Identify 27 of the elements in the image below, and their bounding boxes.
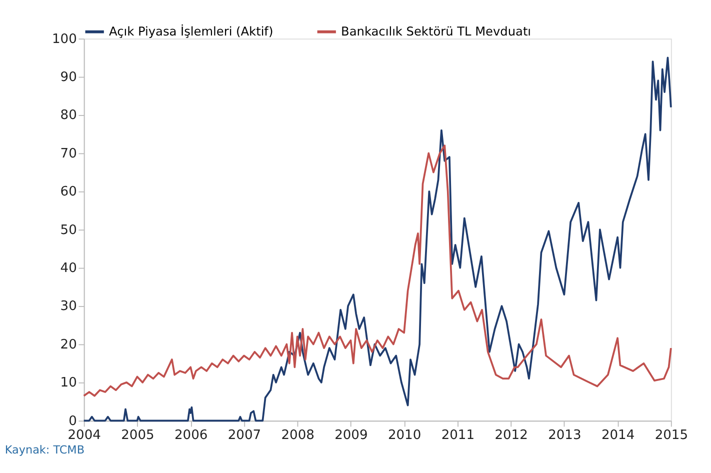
- x-tick-label: 2009: [334, 428, 368, 443]
- x-tick-label: 2015: [654, 428, 688, 443]
- y-tick-label: 10: [60, 376, 77, 391]
- x-tick-label: 2012: [494, 428, 528, 443]
- line-series: [82, 144, 672, 397]
- x-tick-label: 2007: [228, 428, 262, 443]
- y-tick-label: 90: [60, 70, 77, 85]
- text: Kaynak: TCMB: [4, 443, 84, 456]
- legend-label: Bankacılık Sektörü TL Mevduatı: [341, 24, 532, 39]
- y-tick-label: 60: [60, 184, 77, 200]
- y-tick-label: 100: [52, 32, 77, 47]
- y-tick-label: 20: [60, 337, 77, 352]
- legend-label: Açık Piyasa İşlemleri (Aktif): [109, 24, 274, 39]
- x-tick-label: 2005: [121, 428, 154, 443]
- x-tick-label: 2006: [174, 428, 208, 443]
- y-tick-label: 0: [68, 414, 77, 429]
- x-tick-label: 2004: [68, 428, 101, 443]
- y-tick-label: 50: [60, 222, 77, 238]
- y-tick-label: 80: [60, 108, 77, 124]
- x-tick-label: 2010: [388, 428, 422, 443]
- x-tick-label: 2013: [548, 428, 582, 443]
- y-tick-label: 70: [60, 146, 77, 162]
- y-tick-label: 40: [60, 261, 77, 276]
- x-tick-label: 2011: [441, 428, 475, 443]
- y-tick-label: 30: [60, 299, 77, 314]
- x-tick-label: 2014: [601, 428, 635, 443]
- x-tick-label: 2008: [281, 428, 314, 443]
